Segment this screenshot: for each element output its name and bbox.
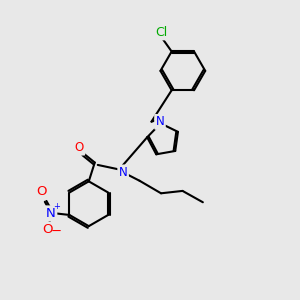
- Text: N: N: [46, 207, 56, 220]
- Text: N: N: [156, 116, 164, 128]
- Text: −: −: [51, 225, 62, 238]
- Text: O: O: [43, 224, 53, 236]
- Text: N: N: [119, 166, 128, 179]
- Text: O: O: [75, 141, 84, 154]
- Text: Cl: Cl: [155, 26, 167, 39]
- Text: +: +: [53, 202, 60, 211]
- Text: O: O: [36, 185, 46, 199]
